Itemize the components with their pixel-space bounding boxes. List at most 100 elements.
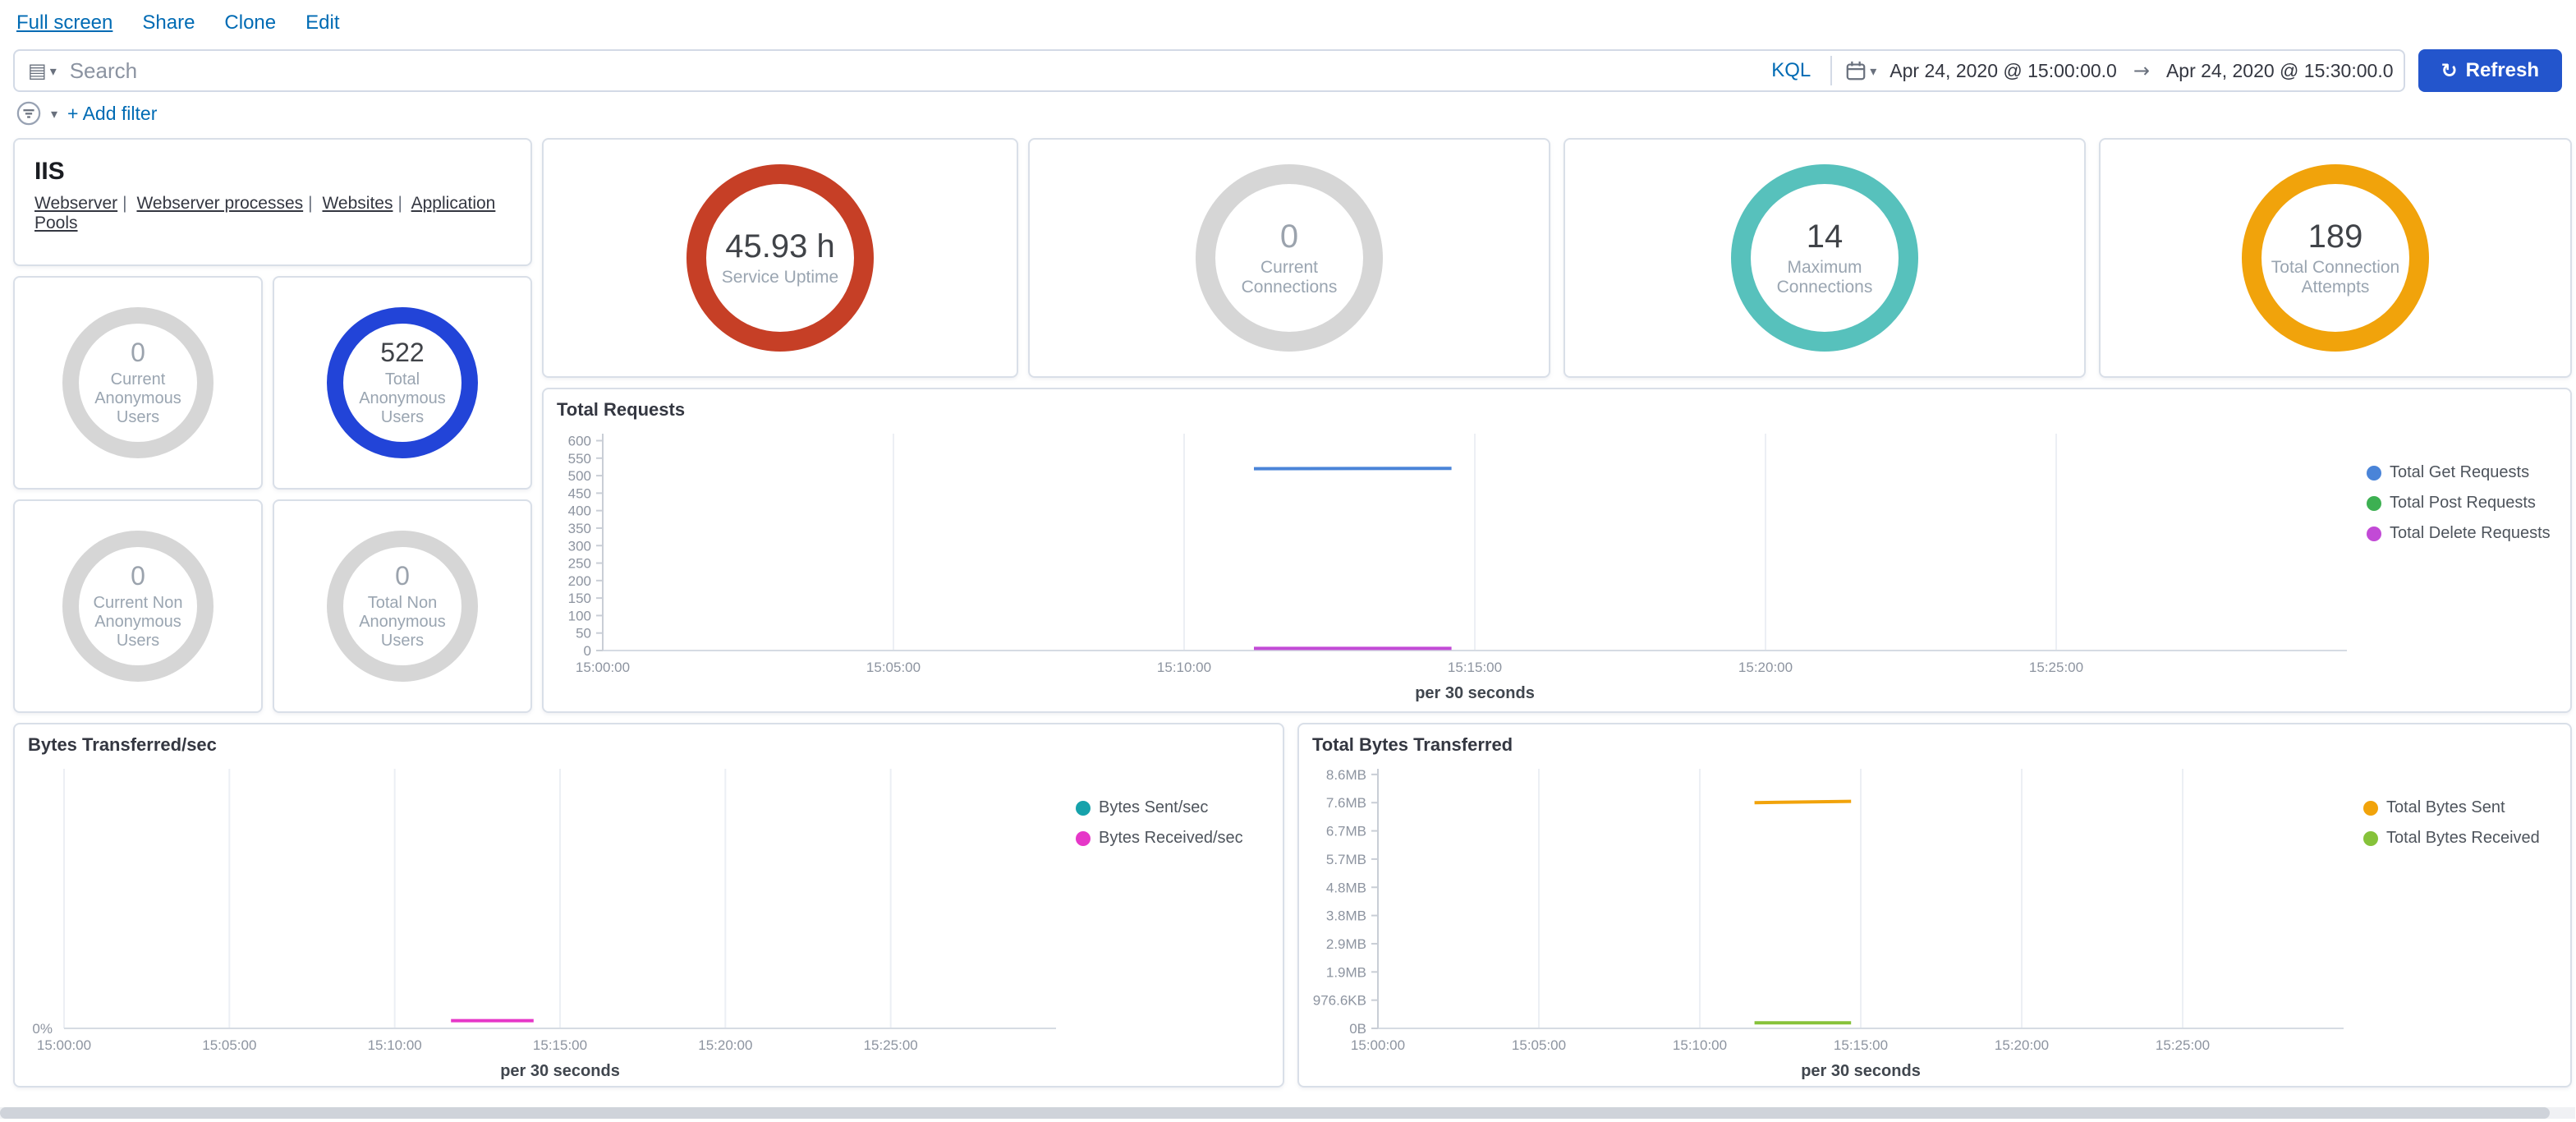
gauge-label: Total Non Anonymous Users bbox=[359, 594, 446, 651]
divider bbox=[1830, 56, 1833, 85]
date-range-end[interactable]: Apr 24, 2020 @ 15:30:00.0 bbox=[2165, 59, 2394, 81]
gauge-value: 0 bbox=[1279, 218, 1299, 255]
svg-text:500: 500 bbox=[568, 468, 591, 484]
legend-item[interactable]: Bytes Received/sec bbox=[1076, 829, 1266, 848]
filter-bar: ▾ + Add filter bbox=[0, 95, 2575, 131]
legend-label: Total Bytes Received bbox=[2386, 829, 2540, 847]
svg-text:100: 100 bbox=[568, 608, 591, 623]
link-websites[interactable]: Websites bbox=[322, 194, 393, 213]
date-range-start[interactable]: Apr 24, 2020 @ 15:00:00.0 bbox=[1890, 59, 2117, 81]
legend-item[interactable]: Total Delete Requests bbox=[2367, 524, 2557, 543]
svg-text:15:10:00: 15:10:00 bbox=[368, 1037, 422, 1053]
svg-text:7.6MB: 7.6MB bbox=[1326, 795, 1366, 811]
chart-legend: Total Bytes Sent Total Bytes Received bbox=[2363, 759, 2554, 859]
query-bar: ▤ ▾ KQL ▾ Apr 24, 2020 @ 15:00:00.0 → Ap… bbox=[0, 46, 2575, 95]
panel-total-connection-attempts: 189 Total Connection Attempts bbox=[2099, 138, 2572, 378]
svg-text:15:05:00: 15:05:00 bbox=[202, 1037, 256, 1053]
gauge-ring-current-anonymous-users: 0 Current Anonymous Users bbox=[62, 307, 214, 458]
separator: | bbox=[122, 194, 127, 213]
legend-label: Total Bytes Sent bbox=[2386, 798, 2505, 816]
filter-menu-button[interactable] bbox=[16, 101, 41, 126]
separator: | bbox=[308, 194, 313, 213]
iis-title: IIS bbox=[34, 158, 65, 185]
svg-text:per 30 seconds: per 30 seconds bbox=[1801, 1062, 1921, 1080]
legend-item[interactable]: Total Bytes Received bbox=[2363, 829, 2554, 848]
svg-text:15:05:00: 15:05:00 bbox=[866, 660, 921, 675]
legend-label: Total Get Requests bbox=[2390, 463, 2530, 481]
calendar-icon bbox=[1846, 61, 1866, 80]
filter-icon bbox=[16, 101, 41, 126]
legend-label: Bytes Received/sec bbox=[1099, 829, 1243, 847]
iis-links: Webserver | Webserver processes | Websites… bbox=[15, 194, 530, 233]
total-requests-chart-canvas: 15:00:00 15:05:00 15:10:00 15:15:00 15:20:00… bbox=[568, 434, 2347, 702]
gauge-ring-total-connection-attempts: 189 Total Connection Attempts bbox=[2242, 164, 2429, 352]
panel-current-non-anonymous-users: 0 Current Non Anonymous Users bbox=[13, 499, 263, 713]
svg-text:150: 150 bbox=[568, 591, 591, 606]
nav-clone[interactable]: Clone bbox=[224, 11, 277, 34]
gauge-value: 0 bbox=[131, 560, 145, 591]
date-picker-menu-button[interactable]: ▾ bbox=[1842, 60, 1880, 81]
chart-title: Bytes Transferred/sec bbox=[28, 734, 217, 755]
legend-dot bbox=[2367, 495, 2381, 511]
svg-text:3.8MB: 3.8MB bbox=[1326, 908, 1366, 924]
nav-edit[interactable]: Edit bbox=[305, 11, 340, 34]
chart-body: 15:00:00 15:05:00 15:10:00 15:15:00 15:20:00… bbox=[544, 424, 2570, 703]
gauge-value: 189 bbox=[2307, 218, 2363, 255]
legend-dot bbox=[2363, 830, 2378, 846]
gauge-value: 522 bbox=[380, 337, 425, 367]
svg-text:15:10:00: 15:10:00 bbox=[1157, 660, 1211, 675]
saved-query-menu-button[interactable]: ▤ ▾ bbox=[25, 59, 60, 82]
chevron-down-icon: ▾ bbox=[49, 62, 57, 79]
refresh-icon: ↻ bbox=[2441, 59, 2458, 82]
panel-total-requests: Total Requests 15:00:00 15:05:00 15:10:00 1… bbox=[542, 388, 2572, 713]
legend-label: Total Post Requests bbox=[2390, 494, 2536, 512]
svg-text:15:15:00: 15:15:00 bbox=[533, 1037, 587, 1053]
svg-text:15:20:00: 15:20:00 bbox=[1995, 1037, 2049, 1053]
refresh-label: Refresh bbox=[2465, 59, 2539, 81]
refresh-button[interactable]: ↻ Refresh bbox=[2418, 49, 2562, 92]
legend-label: Total Delete Requests bbox=[2390, 524, 2551, 542]
chart-title: Total Bytes Transferred bbox=[1312, 734, 1513, 755]
legend-item[interactable]: Total Get Requests bbox=[2367, 463, 2557, 482]
link-application-pools[interactable]: Application Pools bbox=[34, 194, 496, 232]
panel-bytes-transferred-per-sec: Bytes Transferred/sec 15:00:00 15:05:00 15… bbox=[13, 723, 1284, 1088]
svg-text:per 30 seconds: per 30 seconds bbox=[500, 1062, 620, 1080]
legend-item[interactable]: Bytes Sent/sec bbox=[1076, 798, 1266, 817]
panel-total-anonymous-users: 522 Total Anonymous Users bbox=[273, 276, 532, 490]
search-input[interactable] bbox=[69, 57, 1752, 84]
top-navigation: Full screen Share Clone Edit bbox=[0, 0, 2575, 46]
gauge-label: Current Non Anonymous Users bbox=[93, 594, 183, 651]
svg-text:4.8MB: 4.8MB bbox=[1326, 880, 1366, 895]
legend-item[interactable]: Total Bytes Sent bbox=[2363, 798, 2554, 817]
scrollbar-thumb[interactable] bbox=[0, 1107, 2550, 1119]
search-and-date-group: ▤ ▾ KQL ▾ Apr 24, 2020 @ 15:00:00.0 → Ap… bbox=[13, 49, 2405, 92]
svg-text:15:00:00: 15:00:00 bbox=[576, 660, 630, 675]
svg-text:350: 350 bbox=[568, 521, 591, 536]
gauge-ring-total-non-anonymous-users: 0 Total Non Anonymous Users bbox=[327, 531, 478, 682]
legend-item[interactable]: Total Post Requests bbox=[2367, 494, 2557, 513]
svg-text:15:00:00: 15:00:00 bbox=[37, 1037, 91, 1053]
chart-body: 15:00:00 15:05:00 15:10:00 15:15:00 15:20:00… bbox=[1299, 759, 2570, 1081]
kql-button[interactable]: KQL bbox=[1771, 59, 1811, 81]
gauge-label: Service Uptime bbox=[721, 267, 839, 287]
svg-text:15:00:00: 15:00:00 bbox=[1351, 1037, 1405, 1053]
nav-full-screen[interactable]: Full screen bbox=[16, 11, 113, 34]
svg-text:15:25:00: 15:25:00 bbox=[2156, 1037, 2210, 1053]
svg-text:300: 300 bbox=[568, 538, 591, 554]
separator: | bbox=[397, 194, 402, 213]
panel-total-non-anonymous-users: 0 Total Non Anonymous Users bbox=[273, 499, 532, 713]
saved-query-icon: ▤ bbox=[28, 59, 47, 82]
nav-share[interactable]: Share bbox=[142, 11, 195, 34]
add-filter-button[interactable]: + Add filter bbox=[67, 102, 158, 124]
chevron-down-icon[interactable]: ▾ bbox=[51, 105, 58, 122]
link-webserver-processes[interactable]: Webserver processes bbox=[136, 194, 304, 213]
chart-title: Total Requests bbox=[557, 399, 686, 420]
horizontal-scrollbar[interactable] bbox=[0, 1107, 2575, 1119]
gauge-ring-maximum-connections: 14 Maximum Connections bbox=[1731, 164, 1918, 352]
panel-current-anonymous-users: 0 Current Anonymous Users bbox=[13, 276, 263, 490]
svg-text:200: 200 bbox=[568, 573, 591, 589]
svg-text:15:15:00: 15:15:00 bbox=[1834, 1037, 1888, 1053]
bytes-per-sec-chart-canvas: 15:00:00 15:05:00 15:10:00 15:15:00 15:20:00… bbox=[32, 769, 1056, 1080]
link-webserver[interactable]: Webserver bbox=[34, 194, 118, 213]
svg-text:450: 450 bbox=[568, 485, 591, 501]
